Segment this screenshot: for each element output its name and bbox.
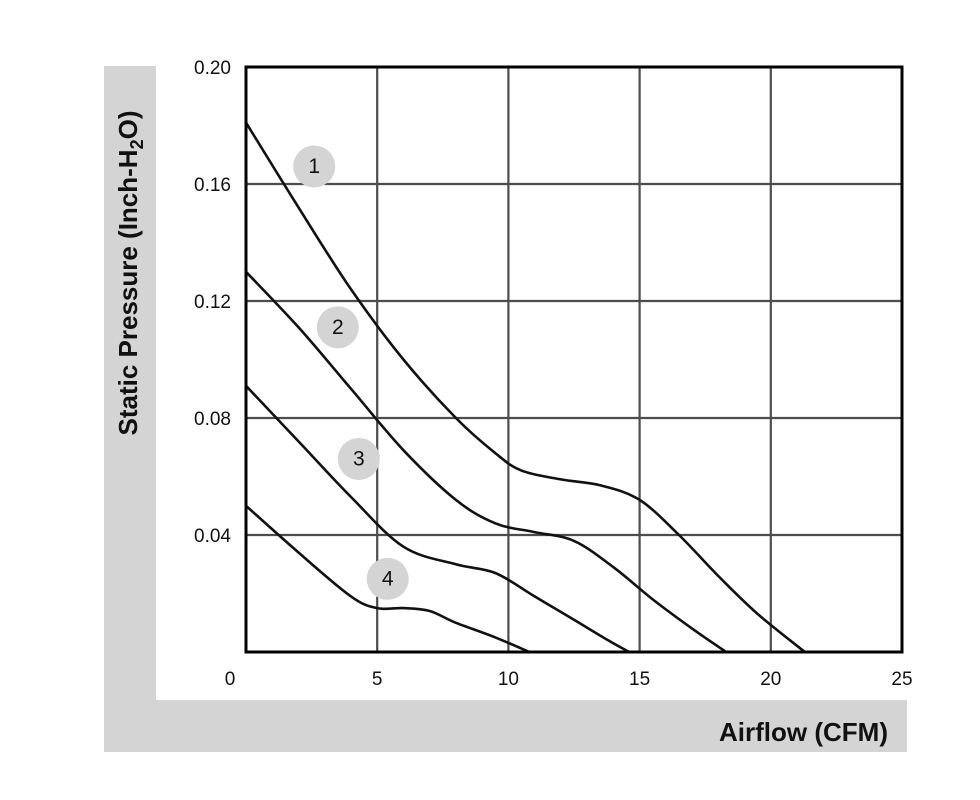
curve-labels: 1 2 3 4 [293,145,409,600]
x-tick-labels: 0 5 10 15 20 25 [225,669,913,690]
curve-label-3: 3 [337,437,380,480]
curves [244,121,807,654]
curve-label-1: 1 [293,145,336,188]
x-axis-band [104,700,907,752]
curve-3 [244,384,631,654]
curve-1 [244,121,807,654]
plot-frame [244,65,904,654]
x-axis-title: Airflow (CFM) [719,717,888,747]
x-tick-label: 10 [498,669,519,690]
curve-label-text: 3 [353,447,365,470]
y-tick-label: 0.20 [194,58,231,79]
curve-label-text: 4 [382,567,394,590]
x-tick-label: 20 [760,669,781,690]
x-tick-label: 0 [225,669,236,690]
x-tick-label: 15 [629,669,650,690]
curve-label-4: 4 [366,557,409,600]
curve-4 [244,504,531,654]
y-axis-title: Static Pressure (Inch-H2O) [113,111,147,436]
y-tick-label: 0.12 [194,292,231,313]
y-tick-label: 0.04 [194,526,231,547]
x-tick-label: 5 [372,669,383,690]
grid [246,67,902,652]
curve-label-text: 2 [332,316,344,339]
y-tick-labels: 0.04 0.08 0.12 0.16 0.20 [194,58,231,547]
curve-label-badge [293,145,336,188]
x-tick-label: 25 [891,669,912,690]
curve-2 [244,270,728,654]
curve-label-badge [366,557,409,600]
curve-label-badge [337,437,380,480]
y-tick-label: 0.08 [194,409,231,430]
curve-label-badge [316,306,359,349]
curve-label-2: 2 [316,306,359,349]
y-tick-label: 0.16 [194,175,231,196]
curve-label-text: 1 [308,155,320,178]
y-axis-band [104,66,156,752]
